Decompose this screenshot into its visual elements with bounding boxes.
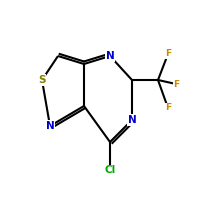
Text: N: N	[128, 115, 136, 125]
Text: S: S	[38, 75, 46, 85]
Text: Cl: Cl	[104, 165, 116, 175]
Text: F: F	[173, 80, 179, 88]
Text: N: N	[46, 121, 54, 131]
Text: F: F	[165, 104, 171, 112]
Text: N: N	[106, 51, 114, 61]
Text: F: F	[165, 49, 171, 58]
